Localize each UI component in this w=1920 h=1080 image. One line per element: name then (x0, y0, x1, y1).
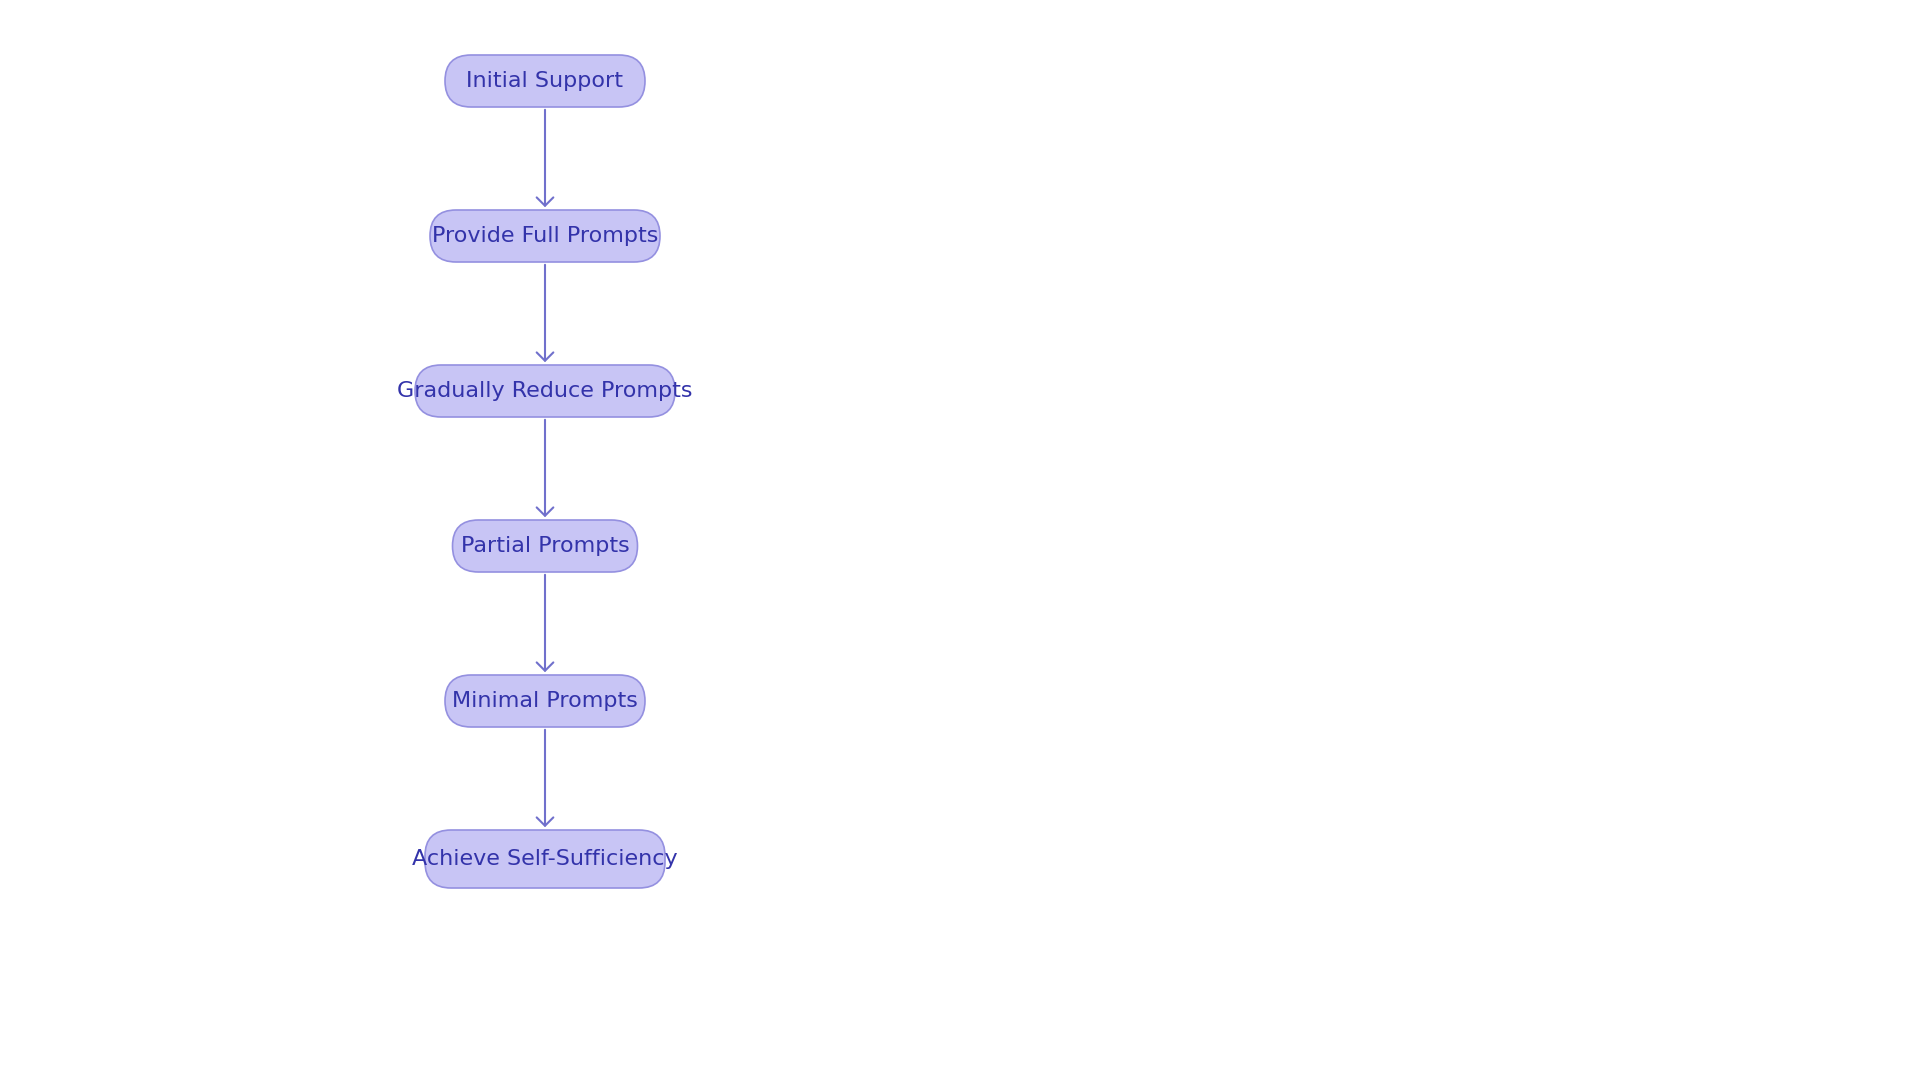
Text: Achieve Self-Sufficiency: Achieve Self-Sufficiency (413, 849, 678, 869)
FancyBboxPatch shape (430, 210, 660, 262)
Text: Partial Prompts: Partial Prompts (461, 536, 630, 556)
Text: Gradually Reduce Prompts: Gradually Reduce Prompts (397, 381, 693, 401)
FancyBboxPatch shape (453, 519, 637, 572)
FancyBboxPatch shape (445, 675, 645, 727)
Text: Provide Full Prompts: Provide Full Prompts (432, 226, 659, 246)
Text: Minimal Prompts: Minimal Prompts (451, 691, 637, 711)
FancyBboxPatch shape (415, 365, 676, 417)
FancyBboxPatch shape (424, 831, 664, 888)
FancyBboxPatch shape (445, 55, 645, 107)
Text: Initial Support: Initial Support (467, 71, 624, 91)
